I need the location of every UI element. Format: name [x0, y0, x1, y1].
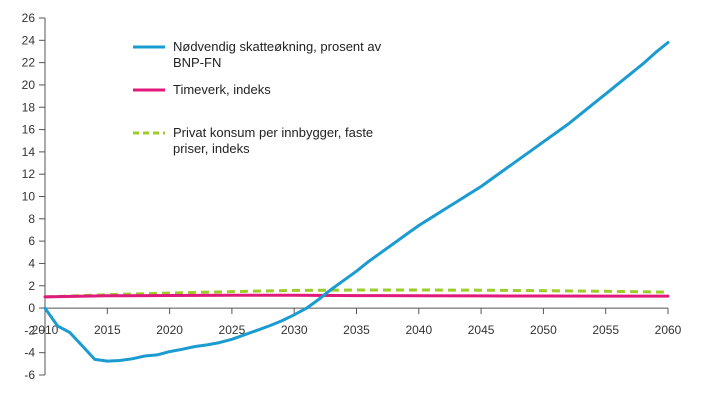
- y-tick-label: 22: [22, 56, 36, 70]
- y-tick-label: 8: [28, 212, 35, 226]
- x-tick-label: 2060: [655, 323, 682, 337]
- y-tick-label: 26: [22, 11, 36, 25]
- y-tick-label: 24: [22, 33, 36, 47]
- x-tick-label: 2010: [32, 323, 59, 337]
- legend-label-2: Timeverk, indeks: [173, 82, 271, 97]
- y-tick-label: 2: [28, 279, 35, 293]
- x-tick-label: 2055: [592, 323, 619, 337]
- legend-label-3: Privat konsum per innbygger, faste: [173, 125, 373, 140]
- y-tick-label: 14: [22, 145, 36, 159]
- y-tick-label: 0: [28, 301, 35, 315]
- y-tick-label: 4: [28, 256, 35, 270]
- y-tick-label: 16: [22, 123, 36, 137]
- x-axis-ticks: 2010 2015 2020 2025 2030 2035 2040 2045 2050 2055…: [32, 308, 682, 337]
- series-line-1: [43, 41, 670, 363]
- x-tick-label: 2015: [94, 323, 121, 337]
- y-tick-label: 6: [28, 234, 35, 248]
- y-tick-label: -6: [24, 368, 35, 382]
- x-tick-label: 2035: [343, 323, 370, 337]
- x-tick-label: 2030: [281, 323, 308, 337]
- x-tick-label: 2025: [219, 323, 246, 337]
- legend-label-1: Nødvendig skatteøkning, prosent av: [173, 39, 382, 54]
- legend-label-1: BNP-FN: [173, 55, 221, 70]
- y-tick-label: -2: [24, 323, 35, 337]
- y-tick-label: 10: [22, 190, 36, 204]
- x-tick-label: 2050: [530, 323, 557, 337]
- y-tick-label: 18: [22, 100, 36, 114]
- y-tick-label: 20: [22, 78, 36, 92]
- legend-label-3: priser, indeks: [173, 141, 250, 156]
- series-layer: [43, 41, 670, 363]
- x-tick-label: 2045: [468, 323, 495, 337]
- x-tick-label: 2020: [156, 323, 183, 337]
- series-line-2: [43, 293, 670, 299]
- x-tick-label: 2040: [405, 323, 432, 337]
- y-tick-label: -4: [24, 346, 35, 360]
- axes: [44, 18, 668, 375]
- legend: Nødvendig skatteøkning, prosent avBNP-FN…: [133, 39, 382, 156]
- y-tick-label: 12: [22, 167, 36, 181]
